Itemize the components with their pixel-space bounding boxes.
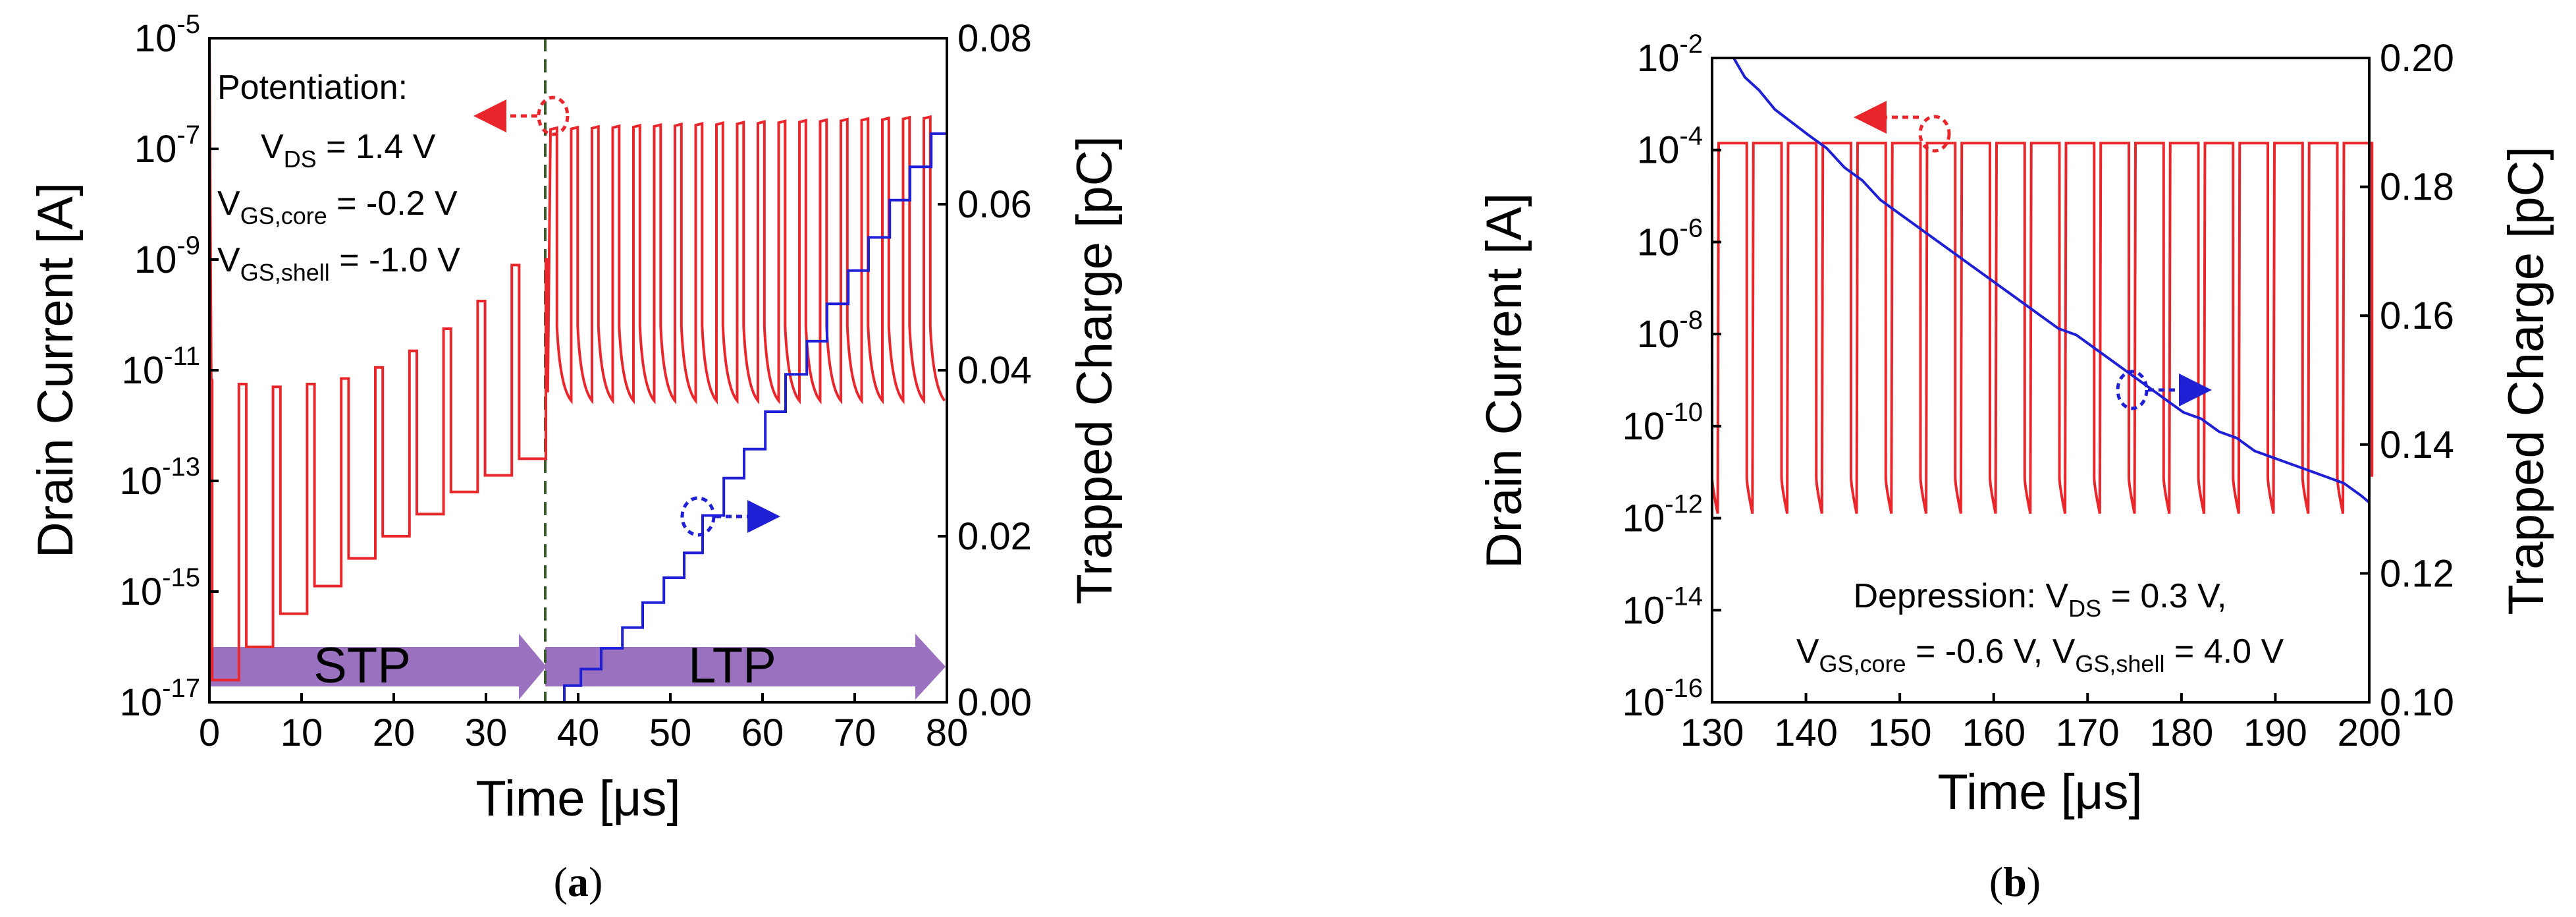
x-tick-label: 200 <box>2338 711 2402 754</box>
panel-b: 130 140 150 160 170 180 190 200 10-16 10-14 10-12… <box>1476 30 2554 905</box>
depression-annotation: Depression: VDS = 0.3 V, VGS,core = -0.6… <box>1796 577 2284 677</box>
x-tick-label: 190 <box>2243 711 2307 754</box>
x-ticks-a: 0 10 20 30 40 50 60 70 80 <box>199 693 968 754</box>
trapped-charge-line-b <box>1732 57 2371 504</box>
plot-frame-b <box>1711 57 2371 704</box>
vgs-shell-line: VGS,shell = -1.0 V <box>217 241 460 286</box>
panel-label-b: (b) <box>1989 858 2041 905</box>
left-tick-label: 10-12 <box>1623 490 1703 540</box>
x-tick-label: 80 <box>926 711 969 754</box>
x-tick-label: 180 <box>2149 711 2213 754</box>
right-tick-label: 0.02 <box>957 515 1032 558</box>
potentiation-title: Potentiation: <box>217 69 408 107</box>
x-tick-label: 150 <box>1868 711 1932 754</box>
right-axis-title-a: Trapped Charge [pC] <box>1067 136 1123 604</box>
left-tick-label: 10-6 <box>1637 213 1703 264</box>
trapped-charge-line-a <box>209 132 947 704</box>
x-tick-label: 170 <box>2056 711 2120 754</box>
right-tick-label: 0.10 <box>2380 681 2454 724</box>
right-tick-label: 0.06 <box>957 183 1032 226</box>
right-tick-label: 0.00 <box>957 681 1032 724</box>
right-tick-label: 0.08 <box>957 17 1032 60</box>
right-ticks-a: 0.00 0.02 0.04 0.06 0.08 <box>938 17 1032 724</box>
ltp-arrow: LTP <box>545 634 946 700</box>
x-tick-label: 130 <box>1680 711 1744 754</box>
left-tick-label: 10-10 <box>1623 398 1703 448</box>
x-tick-label: 40 <box>557 711 600 754</box>
right-tick-label: 0.04 <box>957 349 1032 392</box>
x-tick-label: 20 <box>373 711 416 754</box>
right-tick-label: 0.12 <box>2380 552 2454 595</box>
right-axis-title-b: Trapped Charge [pC] <box>2498 146 2554 615</box>
x-tick-label: 30 <box>465 711 508 754</box>
left-axis-title-a: Drain Current [A] <box>28 182 84 558</box>
x-ticks-b: 130 140 150 160 170 180 190 200 <box>1680 693 2402 754</box>
drain-current-series-b <box>1711 142 2374 514</box>
left-tick-label: 10-11 <box>122 342 200 392</box>
vgs-core-line: VGS,core = -0.2 V <box>217 184 458 229</box>
vds-line: VDS = 1.4 V <box>261 128 436 173</box>
left-ticks-a: 10-17 10-15 10-13 10-11 10-9 10-7 10-5 <box>120 10 219 724</box>
depression-line-1: Depression: VDS = 0.3 V, <box>1854 577 2227 622</box>
x-tick-label: 50 <box>649 711 692 754</box>
x-tick-label: 10 <box>281 711 323 754</box>
right-axis-indicator-a <box>680 496 780 537</box>
trapped-charge-series-b <box>1732 57 2371 504</box>
trapped-charge-series-a <box>209 132 947 704</box>
left-tick-label: 10-15 <box>120 563 200 613</box>
panel-label-a: (a) <box>554 858 603 905</box>
x-tick-label: 70 <box>834 711 876 754</box>
stp-arrow: STP <box>209 634 547 700</box>
x-tick-label: 140 <box>1774 711 1838 754</box>
stp-label: STP <box>313 638 411 694</box>
left-tick-label: 10-2 <box>1637 30 1703 80</box>
left-axis-indicator-a <box>473 96 570 136</box>
left-tick-label: 10-13 <box>120 453 200 503</box>
right-tick-label: 0.20 <box>2380 37 2454 80</box>
potentiation-annotation: Potentiation: VDS = 1.4 V VGS,core = -0.… <box>217 69 460 286</box>
right-ticks-b: 0.10 0.12 0.14 0.16 0.18 0.20 <box>2360 37 2454 724</box>
left-axis-title-b: Drain Current [A] <box>1476 193 1532 569</box>
right-axis-indicator-b <box>2116 370 2212 410</box>
left-axis-indicator-b <box>1854 101 1951 153</box>
left-tick-label: 10-9 <box>134 231 200 281</box>
x-axis-title-b: Time [μs] <box>1937 764 2142 820</box>
left-tick-label: 10-16 <box>1623 674 1703 724</box>
left-tick-label: 10-7 <box>134 121 200 171</box>
left-ticks-b: 10-16 10-14 10-12 10-10 10-8 10-6 10-4 10-2 <box>1623 30 1721 724</box>
depression-line-2: VGS,core = -0.6 V, VGS,shell = 4.0 V <box>1796 632 2284 677</box>
right-tick-label: 0.14 <box>2380 424 2454 466</box>
left-tick-label: 10-14 <box>1623 582 1703 632</box>
drain-current-line-b <box>1711 142 2374 514</box>
panel-a: STP LTP 0 10 20 30 40 50 60 70 80 10-1710-1510-1… <box>28 10 1123 905</box>
left-tick-label: 10-4 <box>1637 122 1703 172</box>
left-tick-label: 10-8 <box>1637 306 1703 356</box>
left-tick-label: 10-5 <box>134 10 200 60</box>
left-tick-label: 10-17 <box>120 674 200 724</box>
drain-current-series-a <box>208 38 946 682</box>
right-tick-label: 0.18 <box>2380 166 2454 209</box>
x-tick-label: 160 <box>1962 711 2026 754</box>
x-tick-label: 60 <box>741 711 784 754</box>
drain-current-line-a <box>208 38 946 682</box>
right-tick-label: 0.16 <box>2380 294 2454 337</box>
x-axis-title-a: Time [μs] <box>475 771 680 827</box>
x-tick-label: 0 <box>199 711 220 754</box>
ltp-label: LTP <box>688 638 776 694</box>
